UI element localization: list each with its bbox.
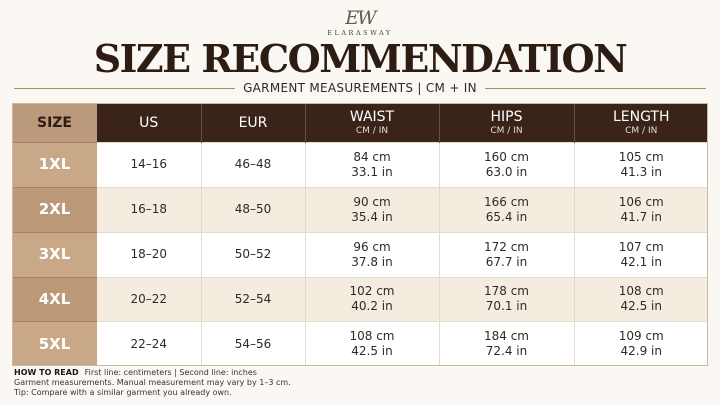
- brand-name: ELARASWAY: [327, 29, 393, 37]
- column-header-label: EUR: [238, 114, 268, 131]
- length-cell: 108 cm 42.5 in: [574, 276, 708, 322]
- hips-cell: 178 cm 70.1 in: [439, 276, 575, 322]
- page-title: SIZE RECOMMENDATION: [93, 36, 628, 81]
- waist-cm: 90 cm: [353, 194, 391, 209]
- hips-cell: 184 cm 72.4 in: [439, 321, 575, 366]
- length-cm: 106 cm: [618, 194, 664, 209]
- column-header-unit: CM / IN: [625, 125, 658, 136]
- column-header-label: WAIST: [349, 108, 395, 125]
- length-in: 42.1 in: [620, 254, 662, 269]
- length-cell: 107 cm 42.1 in: [574, 231, 708, 278]
- length-cm: 107 cm: [618, 239, 664, 254]
- length-cell: 106 cm 41.7 in: [574, 186, 708, 233]
- size-cell: 2XL: [12, 186, 97, 233]
- waist-in: 37.8 in: [351, 254, 393, 269]
- column-header-unit: CM / IN: [490, 125, 523, 136]
- hips-cell: 166 cm 65.4 in: [439, 186, 575, 233]
- us-size-cell: 20–22: [97, 276, 202, 322]
- hips-in: 65.4 in: [485, 209, 528, 224]
- column-header-label: HIPS: [490, 108, 523, 125]
- table-header-row: SIZE US EUR WAIST CM / IN HIPS CM / IN L…: [12, 103, 708, 143]
- waist-cm: 84 cm: [353, 149, 391, 164]
- hips-cell: 160 cm 63.0 in: [439, 142, 575, 188]
- how-to-read-text: First line: centimeters | Second line: i…: [84, 368, 257, 377]
- column-header-label: US: [139, 114, 159, 131]
- us-size-cell: 16–18: [97, 186, 202, 233]
- waist-cell: 102 cm 40.2 in: [305, 276, 440, 322]
- table-row: 3XL 18–20 50–52 96 cm 37.8 in 172 cm 67.7 …: [12, 231, 708, 278]
- how-to-read-label: HOW TO READ: [14, 368, 79, 377]
- waist-in: 33.1 in: [351, 164, 393, 179]
- size-cell: 4XL: [12, 276, 97, 322]
- waist-in: 35.4 in: [351, 209, 393, 224]
- eur-size-cell: 50–52: [201, 231, 306, 278]
- table-row: 1XL 14–16 46–48 84 cm 33.1 in 160 cm 63.0 …: [12, 142, 708, 188]
- length-cell: 109 cm 42.9 in: [574, 321, 708, 366]
- table-row: 4XL 20–22 52–54 102 cm 40.2 in 178 cm 70.1…: [12, 276, 708, 322]
- table-row: 2XL 16–18 48–50 90 cm 35.4 in 166 cm 65.4 …: [12, 186, 708, 233]
- hips-cell: 172 cm 67.7 in: [439, 231, 575, 278]
- length-in: 42.5 in: [620, 299, 662, 314]
- hips-in: 67.7 in: [485, 254, 528, 269]
- brand-monogram: EW: [345, 7, 376, 29]
- waist-cm: 96 cm: [353, 239, 391, 254]
- column-header-unit: CM / IN: [355, 125, 389, 136]
- column-header-us: US: [97, 103, 202, 143]
- length-cm: 105 cm: [618, 149, 664, 164]
- length-cm: 109 cm: [618, 329, 664, 344]
- hips-in: 63.0 in: [485, 164, 528, 179]
- eur-size-cell: 46–48: [201, 142, 306, 188]
- column-header-eur: EUR: [201, 103, 306, 143]
- size-cell: 1XL: [12, 142, 97, 188]
- length-in: 42.9 in: [620, 344, 662, 359]
- size-cell: 3XL: [12, 231, 97, 278]
- eur-size-cell: 48–50: [201, 186, 306, 233]
- column-header-label: SIZE: [36, 114, 72, 131]
- length-in: 41.3 in: [620, 164, 662, 179]
- hips-in: 70.1 in: [485, 299, 528, 314]
- column-header-length: LENGTH CM / IN: [574, 103, 708, 143]
- notes-line-2: Garment measurements. Manual measurement…: [14, 378, 291, 387]
- eur-size-cell: 52–54: [201, 276, 306, 322]
- waist-cm: 108 cm: [349, 329, 395, 344]
- eur-size-cell: 54–56: [201, 321, 306, 366]
- us-size-cell: 18–20: [97, 231, 202, 278]
- us-size-cell: 22–24: [97, 321, 202, 366]
- subtitle-divider-left: [14, 88, 235, 89]
- length-in: 41.7 in: [620, 209, 662, 224]
- waist-cell: 90 cm 35.4 in: [305, 186, 440, 233]
- length-cell: 105 cm 41.3 in: [574, 142, 708, 188]
- column-header-label: LENGTH: [612, 108, 670, 125]
- hips-cm: 160 cm: [483, 149, 529, 164]
- length-cm: 108 cm: [618, 284, 664, 299]
- waist-cell: 96 cm 37.8 in: [305, 231, 440, 278]
- waist-cell: 108 cm 42.5 in: [305, 321, 440, 366]
- hips-in: 72.4 in: [485, 344, 528, 359]
- size-table: SIZE US EUR WAIST CM / IN HIPS CM / IN L…: [12, 103, 708, 366]
- subtitle-row: GARMENT MEASUREMENTS | CM + IN: [0, 80, 720, 100]
- table-row: 5XL 22–24 54–56 108 cm 42.5 in 184 cm 72.4…: [12, 321, 708, 366]
- waist-in: 40.2 in: [351, 299, 393, 314]
- hips-cm: 172 cm: [483, 239, 529, 254]
- how-to-read-notes: HOW TO READ First line: centimeters | Sec…: [14, 368, 291, 398]
- page-subtitle: GARMENT MEASUREMENTS | CM + IN: [243, 81, 477, 95]
- waist-cm: 102 cm: [349, 284, 395, 299]
- column-header-hips: HIPS CM / IN: [439, 103, 575, 143]
- hips-cm: 184 cm: [483, 329, 529, 344]
- notes-line-1: HOW TO READ First line: centimeters | Sec…: [14, 368, 291, 378]
- waist-in: 42.5 in: [351, 344, 393, 359]
- hips-cm: 166 cm: [483, 194, 529, 209]
- size-cell: 5XL: [12, 321, 97, 366]
- column-header-waist: WAIST CM / IN: [305, 103, 440, 143]
- us-size-cell: 14–16: [97, 142, 202, 188]
- brand-logo: EW ELARASWAY: [0, 8, 720, 37]
- subtitle-divider-right: [485, 88, 706, 89]
- column-header-size: SIZE: [12, 103, 97, 143]
- hips-cm: 178 cm: [483, 284, 529, 299]
- waist-cell: 84 cm 33.1 in: [305, 142, 440, 188]
- notes-line-3: Tip: Compare with a similar garment you …: [14, 388, 232, 397]
